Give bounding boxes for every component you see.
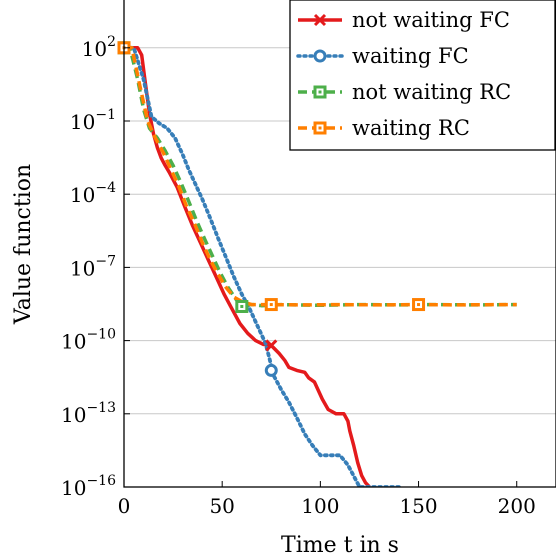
y-tick-base: 10 [70,256,95,280]
legend-box [289,0,556,151]
x-axis-ticks: 0 50 100 150 200 [118,481,536,518]
y-tick-base: 10 [61,403,86,427]
x-tick-label: 50 [209,494,234,518]
y-tick-exponent: −16 [86,473,116,489]
y-tick-label: 10−13 [61,400,116,427]
x-tick-label: 200 [498,494,536,518]
y-tick-label: 10−1 [70,107,116,134]
y-tick-exponent: −10 [86,327,116,343]
legend: not waiting FC waiting FC not waiting RC wa… [289,0,556,151]
series-marker-3 [412,298,426,312]
y-tick-exponent: −1 [95,107,116,123]
plot-frame [123,0,556,488]
series-marker-1 [264,363,278,377]
legend-marker-0 [313,13,327,27]
legend-marker-1 [313,49,327,63]
y-tick-base: 10 [61,330,86,354]
y-tick-base: 10 [70,110,95,134]
legend-marker-3 [313,121,327,135]
legend-label-1: waiting FC [352,44,469,68]
series-marker-2 [235,299,249,313]
series-line-0 [124,46,371,487]
y-tick-label: 10−7 [70,253,116,280]
y-axis-label: Value function [11,164,36,325]
y-tick-label: 10−10 [61,327,116,354]
series-line-1 [124,45,401,487]
series-lines [124,45,517,487]
y-tick-base: 10 [61,476,86,500]
legend-label-0: not waiting FC [352,8,510,32]
x-tick-label: 0 [118,494,131,518]
x-tick-label: 150 [399,494,437,518]
y-tick-label: 10−4 [70,180,116,207]
y-tick-label: 10−16 [61,473,116,500]
y-tick-exponent: −13 [86,400,116,416]
series-line-3 [124,46,517,307]
legend-label-2: not waiting RC [352,80,511,104]
series-marker-0 [265,339,278,352]
x-tick-label: 100 [301,494,339,518]
y-tick-base: 10 [82,37,107,61]
x-axis-label: Time t in s [281,533,399,558]
legend-marker-2 [313,85,327,99]
series-marker-3 [264,298,278,312]
y-tick-base: 10 [70,183,95,207]
legend-label-3: waiting RC [352,116,470,140]
y-tick-label: 102 [82,34,116,61]
y-tick-exponent: −7 [95,253,116,269]
y-tick-exponent: 2 [107,34,116,50]
y-tick-exponent: −4 [95,180,116,196]
